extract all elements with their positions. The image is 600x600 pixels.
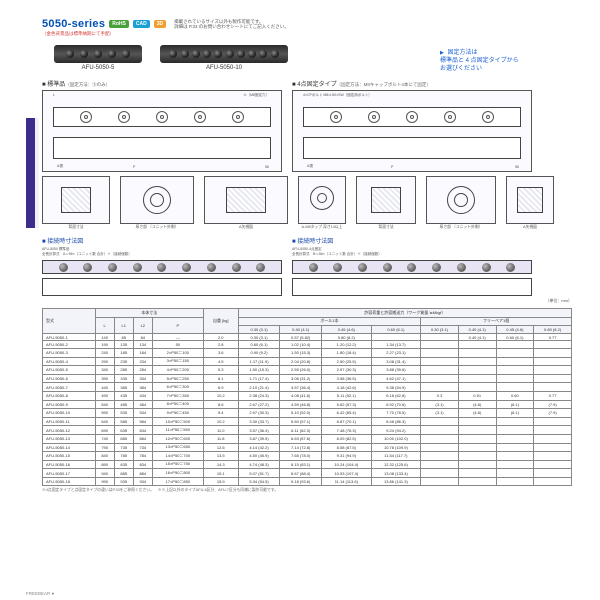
table-row: AFU-5050-1164058558410×P50＝50010.23.30 (… xyxy=(43,417,572,426)
table-row: AFU-5050-63903353345×P50＝2506.11.71 (17.… xyxy=(43,374,572,383)
spec-table: 型式 本体寸法 自重 [kg] 許容荷重と許容搬送力（ワーク質量 ≒Mkgf） … xyxy=(42,308,572,486)
table-row: AFU-5050-84904354347×P50＝35010.22.38 (24… xyxy=(43,391,572,400)
table-row: AFU-5050-74403853846×P50＝3006.92.10 (21.… xyxy=(43,383,572,392)
badge-cad: CAD xyxy=(133,20,150,28)
table-row: AFU-5050-1584078578414×P50＝70013.54.50 (… xyxy=(43,452,572,461)
photo2-label: AFU-5050-10 xyxy=(206,65,242,71)
scheme1-strip xyxy=(42,260,282,274)
red-note: （金色背景品は標準納期にて手配） xyxy=(42,31,572,37)
photo1-label: AFU-5050-5 xyxy=(82,65,115,71)
badge-3d: 3D xyxy=(154,20,166,28)
scheme2-strip xyxy=(292,260,532,274)
unit-note: （単位：mm） xyxy=(42,298,572,304)
photo-afu-5050-5 xyxy=(54,45,142,63)
table-row: AFU-5050-53402852844×P50＝2005.31.50 (15.… xyxy=(43,366,572,375)
series-title: 5050-series xyxy=(42,18,105,30)
section-conn2: 接続時寸法図 xyxy=(292,236,532,245)
table-row: AFU-5050-1794088588416×P50＝80015.15.07 (… xyxy=(43,469,572,478)
drawing-standard: L ⑤（M8固定穴） A視 P 56 xyxy=(42,90,282,172)
fixing-callout: 固定方法は 標準品と 4 点固定タイプから お選びください xyxy=(440,50,560,73)
section-views: 背面寸法 厚さ部 （ユニット外側） A矢視図 A-M8タップ 深さ14以上 背面… xyxy=(42,176,572,230)
side-tab xyxy=(26,118,35,228)
section-conn1: 接続時寸法図 xyxy=(42,236,282,245)
table-row: AFU-5050-1479073573413×P50＝65012.64.14 (… xyxy=(43,443,572,452)
header-note: 掲載されているサイズ以外も製作可能です。詳細は P.33 のお問い合わせシートに… xyxy=(174,19,289,30)
photo-afu-5050-10 xyxy=(160,45,288,63)
table-row: AFU-5050-1899093593417×P50＝85015.95.34 (… xyxy=(43,477,572,486)
page-number: FREEBEAR ● xyxy=(26,591,54,596)
table-row: AFU-5050-2190135134502.80.60 (6.1)1.02 (… xyxy=(43,341,572,349)
table-row: AFU-5050-32401851842×P50＝1003.60.90 (9.2… xyxy=(43,348,572,357)
table-row: AFU-5050-42902352343×P50＝1504.51.17 (11.… xyxy=(43,357,572,366)
table-row: AFU-5050-1269063563411×P50＝55011.03.57 (… xyxy=(43,426,572,435)
table-row: AFU-5050-11408584—2.00.30 (3.1)0.57 (5.8… xyxy=(43,333,572,341)
section-standard: 標準品（固定方法：⑤のみ） xyxy=(42,79,282,88)
badge-rohs: RoHS xyxy=(109,20,129,28)
table-row: AFU-5050-105905355349×P50＝4509.42.97 (30… xyxy=(43,409,572,418)
header-row: 5050-series RoHS CAD 3D 掲載されているサイズ以外も製作可… xyxy=(42,18,572,30)
table-row: AFU-5050-1689083583415×P50＝75014.34.74 (… xyxy=(43,460,572,469)
drawing-4pt: 4×CPボルト M8×L50×SW（固定用ボルト） A視 P 56 xyxy=(292,90,532,172)
section-4pt: 4点固定タイプ（固定方法：M8キャップボルト4本にて固定） xyxy=(292,79,532,88)
footnote: ※4点固定タイプと点固定タイプの違いはP.33をご参照ください。 ※※上記以外の… xyxy=(42,488,572,493)
table-row: AFU-5050-1374068568412×P50＝60011.83.87 (… xyxy=(43,434,572,443)
table-row: AFU-5050-95404854848×P50＝4008.62.67 (27.… xyxy=(43,400,572,409)
